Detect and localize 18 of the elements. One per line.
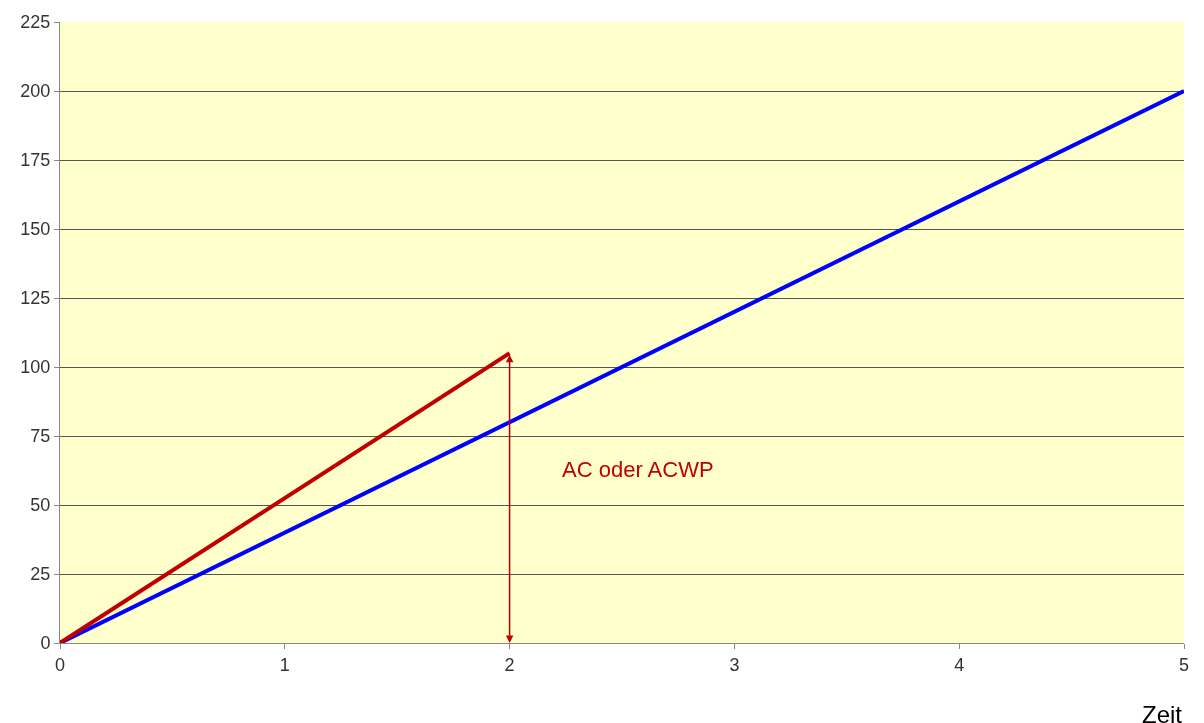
- x-tick-label: 2: [504, 654, 515, 675]
- y-tick-label: 0: [40, 633, 51, 654]
- x-axis-title: Zeit: [1142, 701, 1183, 723]
- y-tick-label: 150: [20, 219, 51, 240]
- y-tick-label: 125: [20, 288, 51, 309]
- y-tick-label: 100: [20, 357, 51, 378]
- y-tick-label: 175: [20, 150, 51, 171]
- y-tick-label: 50: [30, 495, 51, 516]
- y-tick-label: 25: [30, 564, 51, 585]
- x-tick-label: 5: [1178, 654, 1190, 675]
- y-tick-label: 200: [20, 81, 51, 102]
- y-tick-label: 225: [20, 12, 51, 33]
- x-tick-label: 4: [954, 654, 965, 675]
- x-tick-label: 3: [729, 654, 740, 675]
- x-tick-label: 1: [279, 654, 290, 675]
- y-tick-label: 75: [30, 426, 51, 447]
- annotation: AC oder ACWP: [562, 457, 714, 482]
- x-tick-label: 0: [54, 654, 66, 675]
